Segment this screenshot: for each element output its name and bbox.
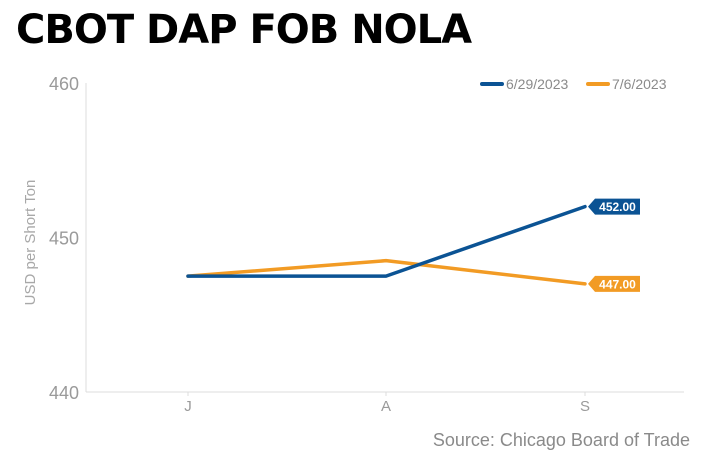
chart-title: CBOT DAP FOB NOLA [16,7,472,53]
series-line-7/6/2023 [186,258,587,286]
series-layer: 452.00 447.00 [186,198,640,292]
y-tick-label: 440 [49,383,79,403]
end-label-bg [588,275,640,292]
source-note: Source: Chicago Board of Trade [432,430,690,450]
y-tick-label: 450 [49,229,79,249]
end-label-bg [588,198,640,215]
legend: 6/29/2023 7/6/2023 [480,76,667,92]
series-line-6/29/2023 [186,204,587,278]
legend-entry: 7/6/2023 [612,76,667,92]
end-data-label: 447.00 [599,277,636,291]
x-tick-label: J [184,398,192,415]
x-tick-label: S [580,398,590,415]
axes: 440 450 460 J A S USD per Short Ton [22,74,684,415]
end-data-label: 452.00 [599,200,636,214]
x-tick-label: A [381,398,391,415]
legend-entry: 6/29/2023 [506,76,568,92]
y-tick-label: 460 [49,74,79,94]
y-axis-label: USD per Short Ton [22,180,39,306]
